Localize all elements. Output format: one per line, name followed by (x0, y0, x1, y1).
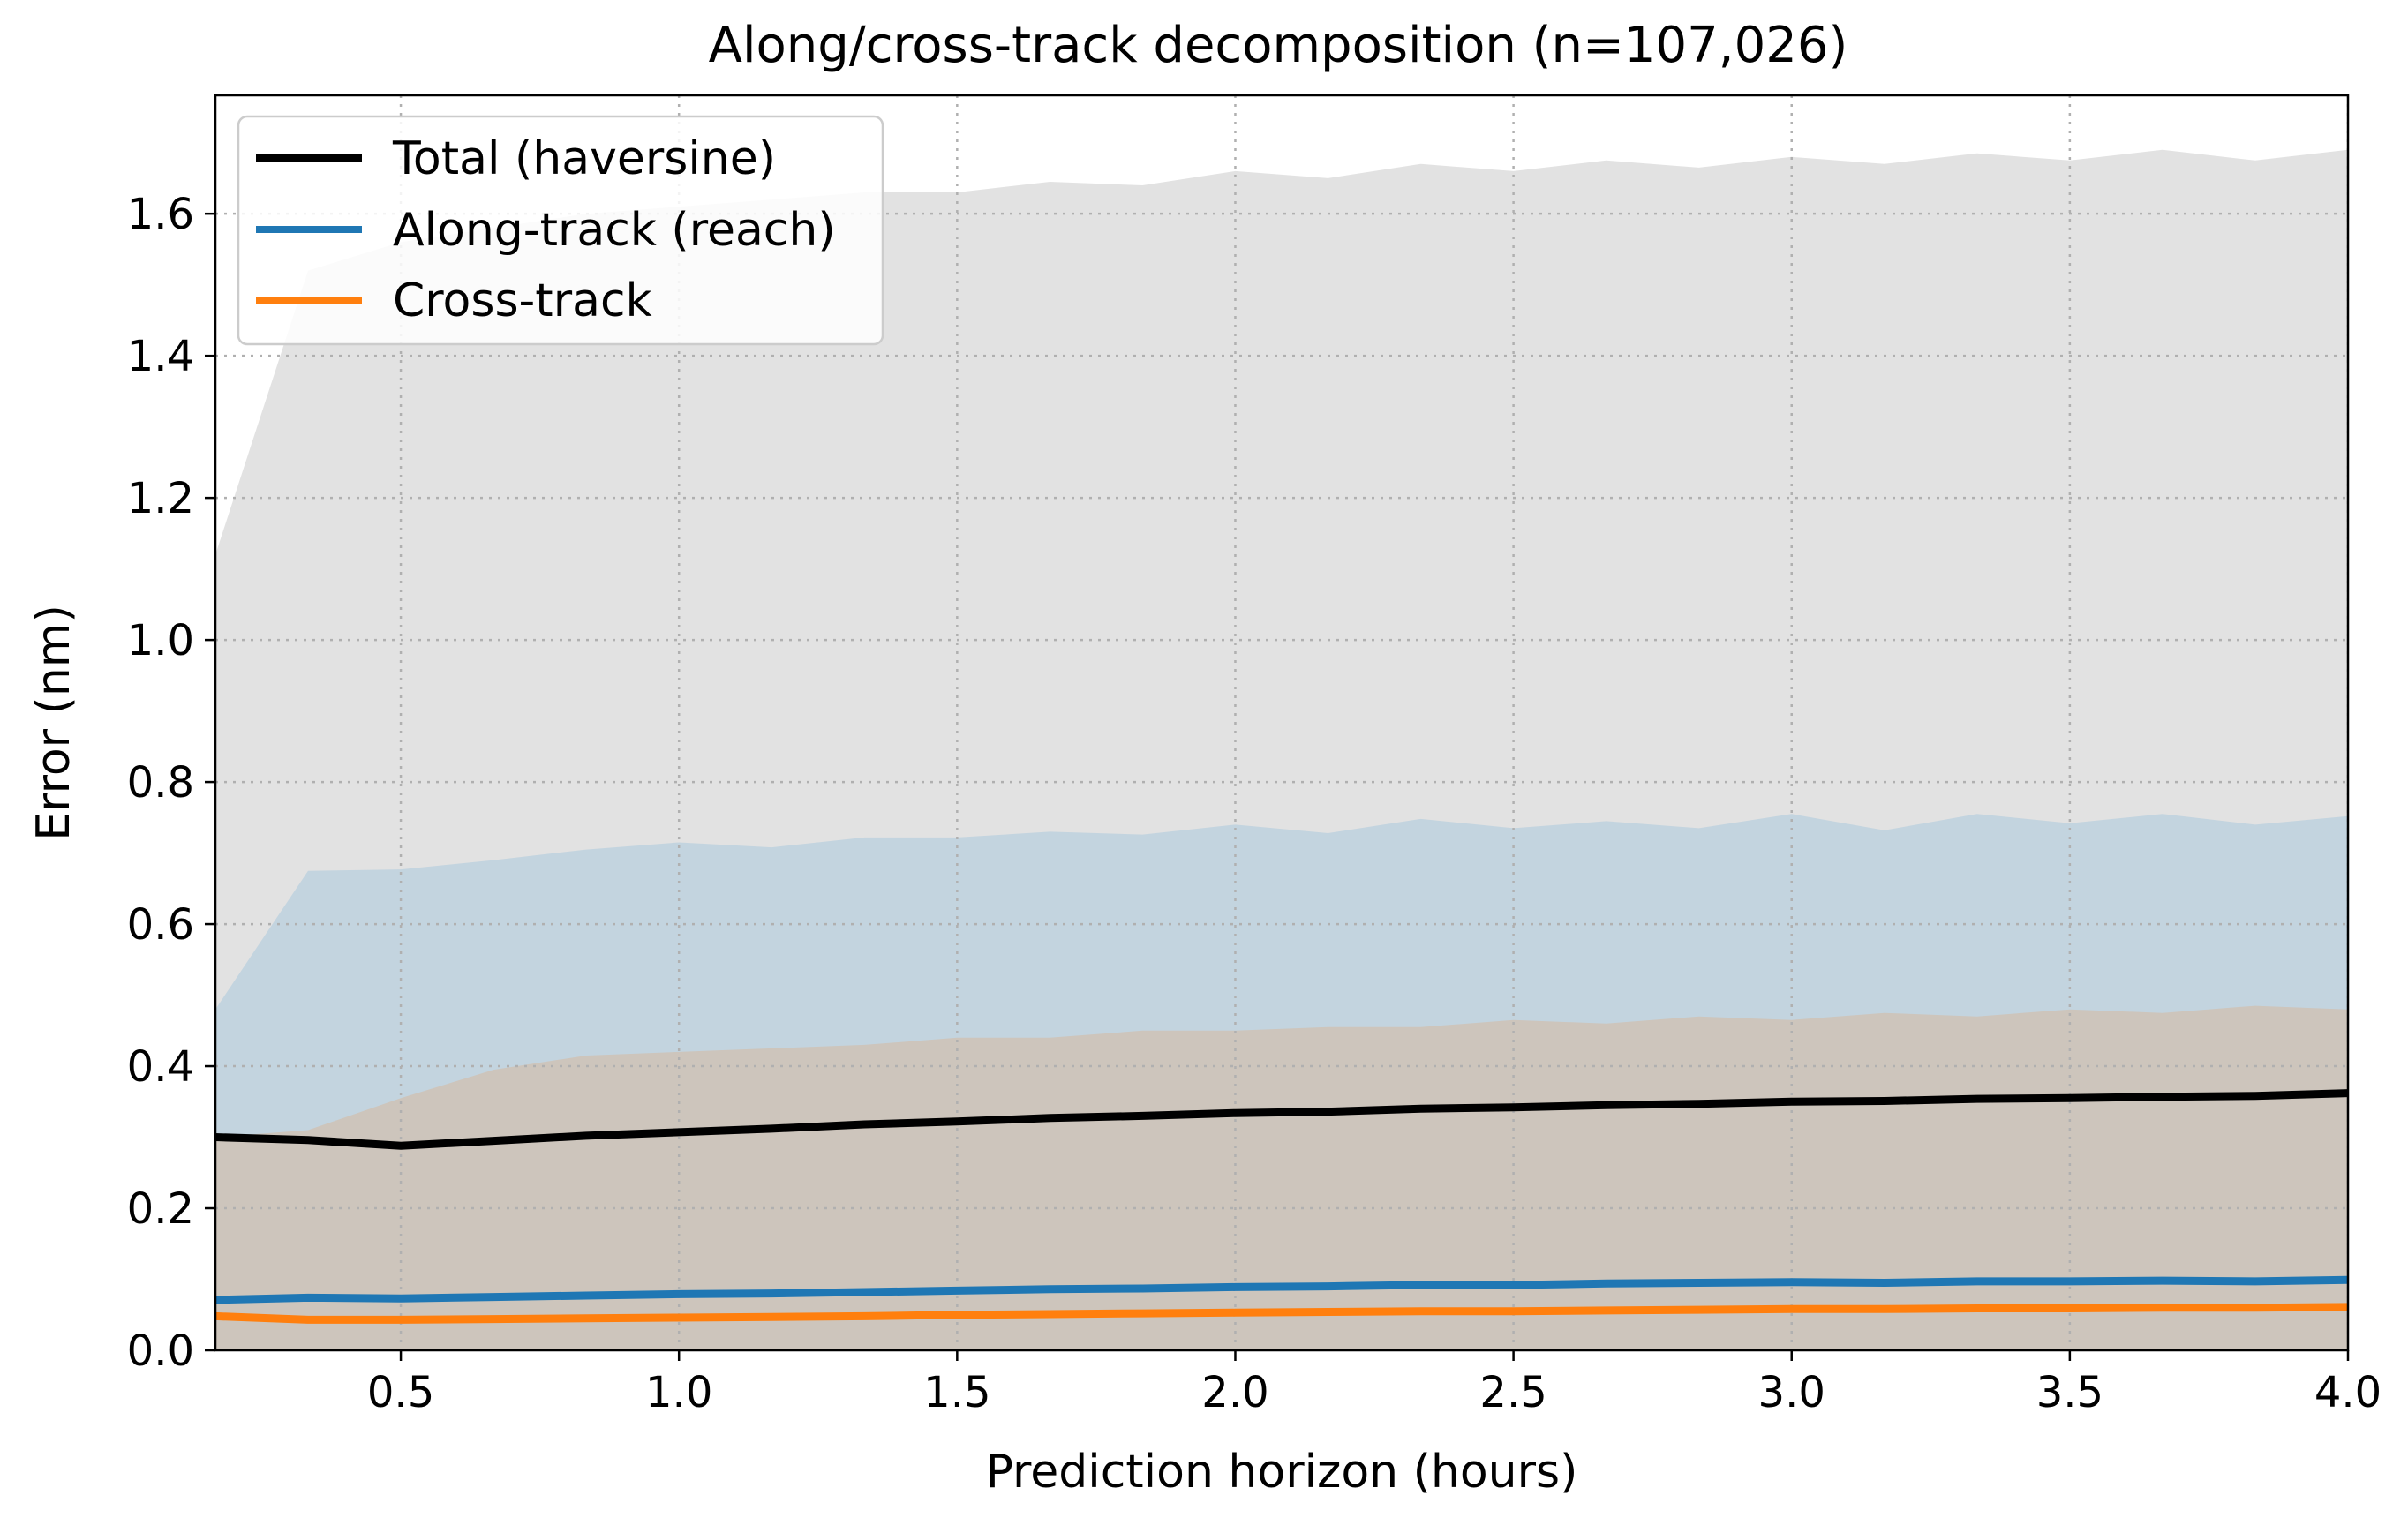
y-tick-label: 0.4 (127, 1042, 194, 1092)
y-tick-label: 1.0 (127, 616, 194, 665)
legend-box (237, 115, 884, 346)
plot-frame (214, 94, 2350, 1352)
chart-title: Along/cross-track decomposition (n=107,0… (709, 17, 1848, 74)
x-tick-label: 3.5 (2036, 1368, 2103, 1417)
y-tick-label: 1.4 (127, 332, 194, 381)
y-tick-label: 0.2 (127, 1184, 194, 1234)
y-tick-label: 1.2 (127, 474, 194, 523)
band-cross-track (215, 1005, 2348, 1350)
y-axis-title: Error (nm) (27, 605, 80, 840)
series-line-cross-track (215, 1303, 2348, 1324)
x-tick-label: 1.0 (645, 1368, 712, 1417)
series-line-total-haversine (215, 1089, 2348, 1150)
legend-label-along-track: Along-track (reach) (393, 204, 836, 257)
legend-label-total: Total (haversine) (392, 132, 776, 185)
x-tick-label: 3.0 (1758, 1368, 1825, 1417)
y-axis-ticks: 0.0 0.2 0.4 0.6 0.8 1.0 1.2 1.4 1.6 (127, 190, 215, 1376)
confidence-bands (215, 149, 2348, 1350)
y-tick-label: 0.8 (127, 758, 194, 808)
series-lines (215, 1089, 2348, 1324)
x-axis-ticks: 0.5 1.0 1.5 2.0 2.5 3.0 3.5 4.0 (367, 1350, 2382, 1417)
x-tick-label: 4.0 (2314, 1368, 2382, 1417)
y-tick-label: 1.6 (127, 190, 194, 239)
x-tick-label: 1.5 (923, 1368, 990, 1417)
series-line-along-track (215, 1275, 2348, 1304)
x-axis-title: Prediction horizon (hours) (986, 1446, 1578, 1499)
y-tick-label: 0.0 (127, 1326, 194, 1376)
legend-label-cross-track: Cross-track (393, 274, 652, 327)
legend: Total (haversine) Along-track (reach) Cr… (237, 115, 884, 346)
x-tick-label: 2.0 (1201, 1368, 1268, 1417)
y-tick-label: 0.6 (127, 900, 194, 950)
x-tick-label: 2.5 (1479, 1368, 1546, 1417)
x-tick-label: 0.5 (367, 1368, 434, 1417)
